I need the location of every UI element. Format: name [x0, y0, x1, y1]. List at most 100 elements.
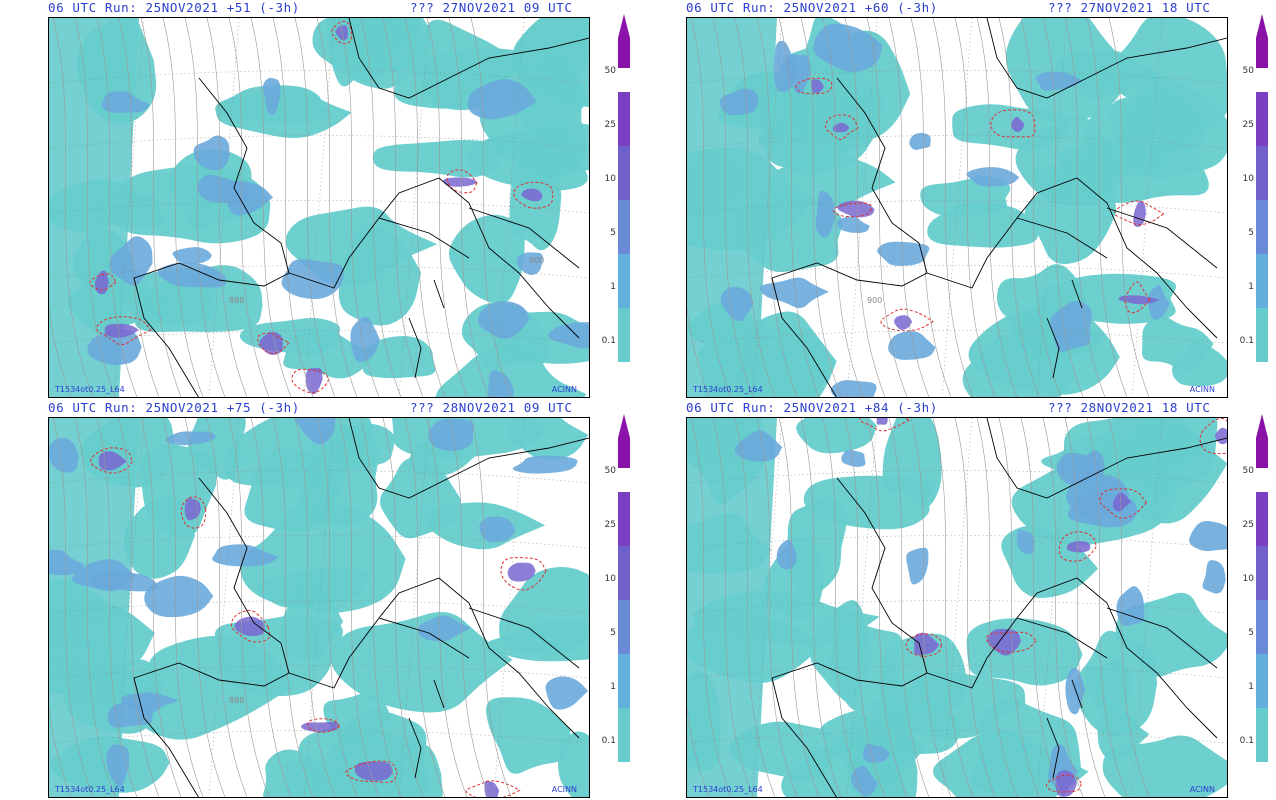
valid-time-header: ??? 27NOV2021 09 UTC [410, 0, 573, 15]
colorbar-tick-label: 5 [610, 228, 616, 238]
isobar-value-label: 888 [229, 296, 244, 305]
valid-time-header: ??? 27NOV2021 18 UTC [1048, 0, 1211, 15]
precipitation-map: 888 T1534ot0.25_L64 ACINN [48, 417, 590, 798]
model-tag: T1534ot0.25_L64 [55, 785, 125, 794]
colorbar [1256, 414, 1268, 762]
coastlines [771, 418, 1227, 797]
colorbar-tick-label: 25 [604, 520, 616, 530]
model-tag: T1534ot0.25_L64 [693, 785, 763, 794]
colorbar [1256, 14, 1268, 362]
credit-label: ACINN [1189, 785, 1215, 794]
credit-label: ACINN [551, 385, 577, 394]
map-panel-4: 06 UTC Run: 25NOV2021 +84 (-3h) ??? 28NO… [638, 400, 1276, 800]
credit-label: ACINN [551, 785, 577, 794]
precip-light-areas [49, 418, 589, 797]
precip-heavy-areas [859, 418, 1227, 797]
colorbar-segment [1256, 92, 1268, 146]
colorbar-tick-label: 5 [1248, 628, 1254, 638]
graticule [49, 18, 589, 397]
precip-mid-areas [719, 23, 1170, 397]
colorbar-tick-label: 10 [1242, 174, 1254, 184]
run-header: 06 UTC Run: 25NOV2021 +84 (-3h) [686, 400, 938, 415]
colorbar-tick-label: 50 [604, 66, 616, 76]
colorbar-segment [1256, 546, 1268, 600]
colorbar-tick-label: 5 [1248, 228, 1254, 238]
map-graphics [687, 418, 1227, 797]
valid-time-header: ??? 28NOV2021 09 UTC [410, 400, 573, 415]
colorbar-tick-label: 0.1 [601, 736, 616, 746]
colorbar-arrow-tip [1256, 414, 1268, 438]
run-header: 06 UTC Run: 25NOV2021 +60 (-3h) [686, 0, 938, 15]
colorbar-tick-label: 1 [610, 282, 616, 292]
precipitation-map: 888 900 T1534ot0.25_L64 ACINN [48, 17, 590, 398]
colorbar-segment [1256, 308, 1268, 362]
model-tag: T1534ot0.25_L64 [693, 385, 763, 394]
colorbar-segment [618, 438, 630, 468]
colorbar-tick-label: 1 [610, 682, 616, 692]
colorbar-tick-label: 0.1 [601, 336, 616, 346]
coastlines [771, 18, 1227, 397]
coastlines [133, 18, 589, 397]
coastlines [133, 418, 589, 797]
colorbar [618, 14, 630, 362]
colorbar-tick-label: 50 [604, 466, 616, 476]
precip-light-areas [687, 18, 1227, 397]
colorbar-segment [1256, 146, 1268, 200]
isobar-lines [49, 418, 512, 797]
colorbar-segment [1256, 438, 1268, 468]
colorbar-segment [1256, 600, 1268, 654]
colorbar-tick-label: 25 [1242, 120, 1254, 130]
colorbar-segment [1256, 254, 1268, 308]
colorbar-segment [618, 254, 630, 308]
colorbar-segment [618, 92, 630, 146]
graticule [49, 418, 589, 797]
colorbar-tick-label: 25 [1242, 520, 1254, 530]
map-graphics: 900 [687, 18, 1227, 397]
colorbar [618, 414, 630, 762]
colorbar-tick-label: 50 [1242, 66, 1254, 76]
precip-mid-areas [87, 77, 589, 397]
graticule [687, 418, 1227, 797]
isobar-value-label: 900 [867, 296, 882, 305]
map-panel-3: 06 UTC Run: 25NOV2021 +75 (-3h) ??? 28NO… [0, 400, 638, 800]
colorbar-arrow-tip [618, 14, 630, 38]
colorbar-tick-label: 10 [604, 574, 616, 584]
colorbar-segment [618, 492, 630, 546]
colorbar-segment [618, 38, 630, 68]
colorbar-tick-label: 1 [1248, 282, 1254, 292]
colorbar-segment [1256, 38, 1268, 68]
colorbar-segment [618, 600, 630, 654]
colorbar-segment [618, 200, 630, 254]
colorbar-segment [618, 546, 630, 600]
precipitation-map: T1534ot0.25_L64 ACINN [686, 417, 1228, 798]
colorbar-segment [1256, 654, 1268, 708]
map-panel-1: 06 UTC Run: 25NOV2021 +51 (-3h) ??? 27NO… [0, 0, 638, 400]
isobar-lines [49, 18, 512, 397]
map-panel-2: 06 UTC Run: 25NOV2021 +60 (-3h) ??? 27NO… [638, 0, 1276, 400]
colorbar-tick-label: 50 [1242, 466, 1254, 476]
precip-heavy-areas [795, 77, 1165, 332]
colorbar-segment [618, 308, 630, 362]
colorbar-tick-label: 0.1 [1239, 736, 1254, 746]
isobar-value-label: 888 [229, 696, 244, 705]
colorbar-tick-label: 5 [610, 628, 616, 638]
graticule [687, 18, 1227, 397]
precip-heavy-areas [89, 20, 554, 395]
model-tag: T1534ot0.25_L64 [55, 385, 125, 394]
run-header: 06 UTC Run: 25NOV2021 +51 (-3h) [48, 0, 300, 15]
isobar-value-label: 900 [529, 256, 544, 265]
valid-time-header: ??? 28NOV2021 18 UTC [1048, 400, 1211, 415]
colorbar-tick-label: 0.1 [1239, 336, 1254, 346]
precip-light-areas [687, 418, 1227, 797]
credit-label: ACINN [1189, 385, 1215, 394]
colorbar-segment [1256, 200, 1268, 254]
colorbar-segment [618, 146, 630, 200]
isobar-lines [687, 18, 1150, 397]
map-graphics: 888 [49, 418, 589, 797]
colorbar-tick-label: 10 [1242, 574, 1254, 584]
precipitation-map: 900 T1534ot0.25_L64 ACINN [686, 17, 1228, 398]
colorbar-segment [1256, 708, 1268, 762]
colorbar-arrow-tip [1256, 14, 1268, 38]
colorbar-tick-label: 10 [604, 174, 616, 184]
run-header: 06 UTC Run: 25NOV2021 +75 (-3h) [48, 400, 300, 415]
